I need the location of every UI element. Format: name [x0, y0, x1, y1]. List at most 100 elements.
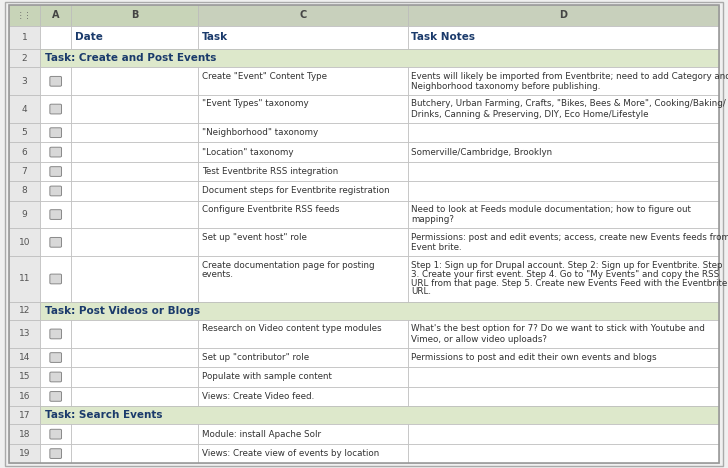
Bar [40, 367, 71, 387]
Bar [9, 5, 40, 26]
Text: Module: install Apache Solr: Module: install Apache Solr [202, 430, 321, 439]
Text: B: B [131, 10, 138, 20]
Text: 11: 11 [19, 274, 30, 284]
Text: Events will likely be imported from Eventbrite; need to add Category and: Events will likely be imported from Even… [411, 72, 728, 80]
Bar [9, 387, 40, 406]
Bar [408, 387, 719, 406]
Bar [40, 320, 71, 348]
Bar [40, 67, 71, 95]
Bar [9, 95, 40, 123]
Text: Permissions: post and edit events; access, create new Events feeds from: Permissions: post and edit events; acces… [411, 233, 728, 241]
Text: Drinks, Canning & Preserving, DIY, Eco Home/Lifestyle: Drinks, Canning & Preserving, DIY, Eco H… [411, 110, 649, 119]
Text: 12: 12 [19, 307, 30, 315]
Bar [408, 123, 719, 142]
Text: Document steps for Eventbrite registration: Document steps for Eventbrite registrati… [202, 186, 389, 196]
Bar [40, 406, 719, 424]
Bar [408, 26, 719, 49]
FancyBboxPatch shape [50, 147, 61, 157]
Text: Need to look at Feeds module documentation; how to figure out: Need to look at Feeds module documentati… [411, 205, 691, 214]
Bar [408, 67, 719, 95]
Text: Permissions to post and edit their own events and blogs: Permissions to post and edit their own e… [411, 353, 657, 362]
FancyBboxPatch shape [50, 76, 61, 86]
Bar [408, 201, 719, 228]
Bar [198, 181, 408, 201]
Text: Task: Post Videos or Blogs: Task: Post Videos or Blogs [45, 306, 200, 316]
Bar [9, 367, 40, 387]
FancyBboxPatch shape [50, 104, 61, 114]
Bar [71, 67, 198, 95]
Text: Test Eventbrite RSS integration: Test Eventbrite RSS integration [202, 167, 338, 176]
Bar [198, 387, 408, 406]
FancyBboxPatch shape [50, 329, 61, 339]
Text: Research on Video content type modules: Research on Video content type modules [202, 324, 381, 333]
Text: Step 1: Sign up for Drupal account. Step 2: Sign up for Eventbrite. Step: Step 1: Sign up for Drupal account. Step… [411, 262, 723, 271]
Bar [198, 228, 408, 256]
Bar [71, 348, 198, 367]
Text: Task Notes: Task Notes [411, 32, 475, 43]
Bar [9, 49, 40, 67]
Text: 3. Create your first event. Step 4. Go to "My Events" and copy the RSS: 3. Create your first event. Step 4. Go t… [411, 270, 719, 279]
FancyBboxPatch shape [50, 237, 61, 247]
FancyBboxPatch shape [50, 429, 61, 439]
Bar [71, 367, 198, 387]
Bar [40, 387, 71, 406]
Text: A: A [52, 10, 60, 20]
Text: "Event Types" taxonomy: "Event Types" taxonomy [202, 99, 308, 108]
FancyBboxPatch shape [50, 392, 61, 401]
Bar [408, 256, 719, 302]
FancyBboxPatch shape [50, 353, 61, 362]
Bar [71, 228, 198, 256]
Bar [408, 424, 719, 444]
Text: 15: 15 [19, 373, 30, 381]
Text: Neighborhood taxonomy before publishing.: Neighborhood taxonomy before publishing. [411, 82, 601, 91]
Bar [40, 201, 71, 228]
Bar [9, 142, 40, 162]
Text: 9: 9 [22, 210, 27, 219]
Bar [40, 181, 71, 201]
Text: Set up "event host" role: Set up "event host" role [202, 233, 306, 241]
Bar [408, 444, 719, 463]
Bar [9, 67, 40, 95]
Text: Create "Event" Content Type: Create "Event" Content Type [202, 72, 327, 80]
Bar [9, 348, 40, 367]
Bar [71, 387, 198, 406]
Bar [71, 444, 198, 463]
Bar [198, 320, 408, 348]
Text: 3: 3 [22, 77, 27, 86]
Text: Task: Create and Post Events: Task: Create and Post Events [45, 53, 216, 63]
Text: 18: 18 [19, 430, 30, 439]
Text: Create documentation page for posting: Create documentation page for posting [202, 262, 374, 271]
Text: Date: Date [75, 32, 103, 43]
FancyBboxPatch shape [50, 186, 61, 196]
Text: Task: Search Events: Task: Search Events [45, 410, 162, 420]
Bar [71, 256, 198, 302]
Bar [71, 123, 198, 142]
Bar [71, 5, 198, 26]
Text: 6: 6 [22, 147, 27, 157]
Bar [40, 302, 719, 320]
Bar [9, 228, 40, 256]
Bar [408, 320, 719, 348]
FancyBboxPatch shape [50, 210, 61, 219]
Text: Somerville/Cambridge, Brooklyn: Somerville/Cambridge, Brooklyn [411, 147, 553, 157]
Bar [40, 444, 71, 463]
Bar [71, 162, 198, 181]
Bar [198, 5, 408, 26]
Bar [408, 228, 719, 256]
FancyBboxPatch shape [50, 167, 61, 176]
Text: URL from that page. Step 5. Create new Events Feed with the Eventbrite: URL from that page. Step 5. Create new E… [411, 279, 727, 288]
Bar [71, 201, 198, 228]
Text: ⋮⋮: ⋮⋮ [17, 11, 32, 20]
Bar [71, 320, 198, 348]
Text: Event brite.: Event brite. [411, 243, 462, 252]
Text: Configure Eventbrite RSS feeds: Configure Eventbrite RSS feeds [202, 205, 339, 214]
Bar [408, 348, 719, 367]
Bar [198, 424, 408, 444]
FancyBboxPatch shape [50, 274, 61, 284]
Text: 8: 8 [22, 186, 27, 196]
Bar [71, 142, 198, 162]
Text: D: D [560, 10, 567, 20]
Bar [198, 67, 408, 95]
Text: "Neighborhood" taxonomy: "Neighborhood" taxonomy [202, 128, 318, 137]
Bar [408, 5, 719, 26]
